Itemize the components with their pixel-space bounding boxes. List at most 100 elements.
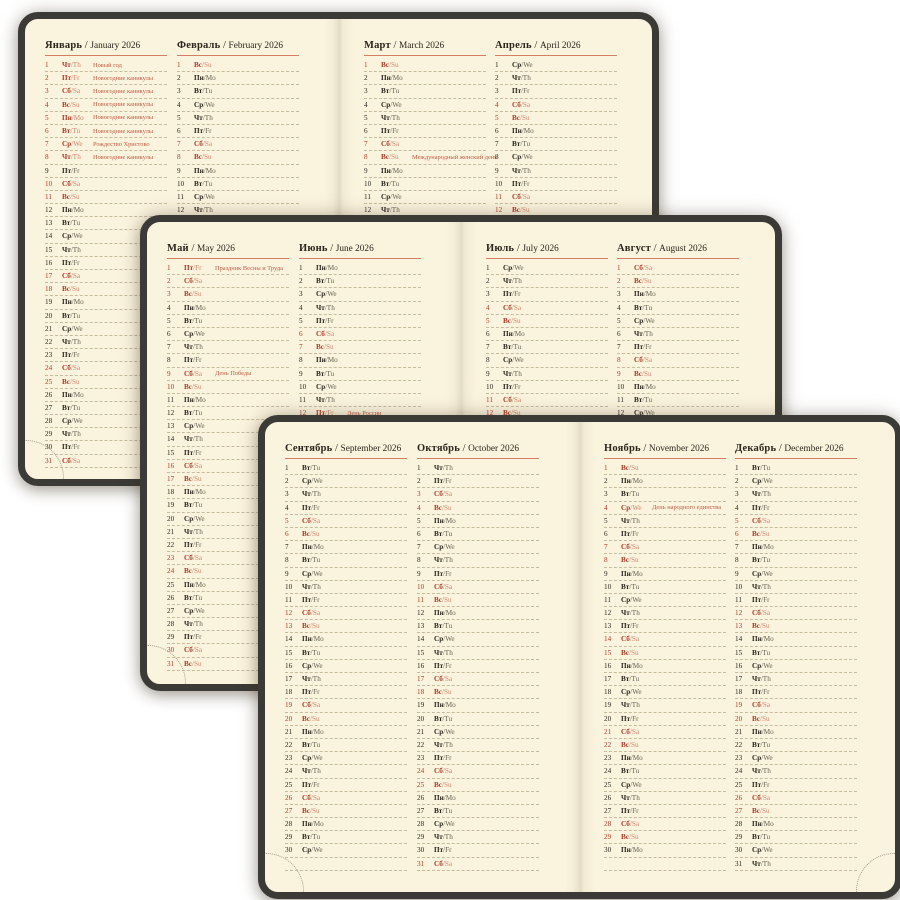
day-of-week: Чт/Th xyxy=(512,165,531,177)
day-of-week: Ср/We xyxy=(752,752,773,764)
day-of-week-en: /Tu xyxy=(70,403,81,412)
day-number: 9 xyxy=(299,369,303,378)
day-of-week: Чт/Th xyxy=(62,428,81,440)
day-of-week-ru: Вс xyxy=(434,688,442,697)
day-of-week-ru: Вт xyxy=(62,219,71,228)
day-of-week: Пт/Fr xyxy=(184,354,202,366)
day-row: 9 Чт/Th xyxy=(495,165,617,178)
day-row: 26 Чт/Th xyxy=(604,792,726,805)
day-of-week-en: /We xyxy=(203,192,215,201)
day-row: 22 Вт/Tu xyxy=(285,739,407,753)
day-row: 28 Ср/We xyxy=(417,818,539,832)
day-of-week-en: /Su xyxy=(191,290,202,299)
day-of-week-en: /Fr xyxy=(521,179,530,188)
day-of-week-ru: Сб xyxy=(194,140,203,149)
day-row: 17 Чт/Th xyxy=(735,673,857,687)
day-of-week: Вт/Tu xyxy=(62,310,80,322)
day-of-week-en: /Th xyxy=(192,435,203,444)
day-of-week-ru: Пн xyxy=(62,390,72,399)
day-of-week-ru: Ср xyxy=(752,754,762,763)
day-of-week-ru: Ср xyxy=(194,192,204,201)
day-row: 1 Вс/Su xyxy=(364,59,486,73)
day-number: 9 xyxy=(495,166,499,175)
day-row: 27 Вт/Tu xyxy=(45,402,167,416)
day-of-week-ru: Пт xyxy=(752,688,762,697)
day-of-week: Вс/Su xyxy=(434,502,452,514)
day-number: 16 xyxy=(735,661,743,670)
day-of-week-ru: Пн xyxy=(752,820,762,829)
day-number: 12 xyxy=(177,206,185,215)
day-of-week-en: /Su xyxy=(759,529,770,538)
day-row: 8 Пн/Mo xyxy=(299,354,421,368)
day-of-week-en: /Fr xyxy=(630,622,639,631)
holiday-note: Международный женский день xyxy=(412,153,498,161)
day-of-week: Ср/We xyxy=(302,752,323,764)
day-of-week: Вс/Su xyxy=(316,341,334,353)
day-row: 7 Вс/Su xyxy=(299,341,421,355)
day-row: 15 Чт/Th xyxy=(45,244,167,257)
day-of-week-ru: Чт xyxy=(194,113,203,122)
day-of-week-ru: Пн xyxy=(194,74,204,83)
day-of-week-ru: Пт xyxy=(184,448,194,457)
day-of-week-en: /Tu xyxy=(310,740,321,749)
day-number: 10 xyxy=(285,582,293,591)
day-number: 6 xyxy=(617,329,621,338)
day-of-week-en: /We xyxy=(390,192,402,201)
day-row: 7 Сб/Sa xyxy=(604,541,726,555)
day-row: 14 Сб/Sa xyxy=(604,633,726,647)
month-name-en: July 2026 xyxy=(522,244,559,254)
day-of-week-en: /We xyxy=(761,754,773,763)
day-of-week-ru: Пт xyxy=(621,806,631,815)
day-number: 10 xyxy=(167,382,175,391)
day-of-week-en: /Su xyxy=(69,192,80,201)
day-number: 14 xyxy=(45,232,53,241)
open-pages-sep-dec: Сентябрь / September 2026 1 Вт/Tu 2 Ср/We 3 Чт… xyxy=(265,422,895,892)
day-of-week: Сб/Sa xyxy=(434,673,452,685)
day-of-week: Пн/Mo xyxy=(194,72,216,84)
day-of-week-en: /We xyxy=(630,595,642,604)
day-of-week-ru: Сб xyxy=(512,192,521,201)
day-of-week-en: /Su xyxy=(759,806,770,815)
day-row: 12 Сб/Sa xyxy=(735,607,857,621)
day-of-week: Вт/Tu xyxy=(752,554,770,566)
day-of-week-en: /Su xyxy=(191,567,202,576)
day-of-week: Сб/Sa xyxy=(512,191,530,203)
day-of-week-ru: Сб xyxy=(434,859,443,868)
day-of-week-ru: Чт xyxy=(503,277,512,286)
day-number: 2 xyxy=(486,277,490,286)
day-of-week-ru: Ср xyxy=(512,61,522,69)
day-of-week-ru: Вс xyxy=(621,648,629,657)
day-of-week-en: /Su xyxy=(201,153,212,162)
day-of-week-en: /Tu xyxy=(70,126,81,135)
day-of-week-ru: Ср xyxy=(752,846,762,855)
day-number: 1 xyxy=(417,464,421,472)
day-number: 29 xyxy=(285,833,293,842)
day-of-week-ru: Пт xyxy=(512,179,522,188)
day-number: 19 xyxy=(285,701,293,710)
day-of-week-en: /We xyxy=(761,477,773,486)
day-number: 29 xyxy=(45,430,53,439)
day-number: 7 xyxy=(167,343,171,352)
day-row: 14 Пн/Mo xyxy=(285,633,407,647)
day-of-week-ru: Чт xyxy=(503,369,512,378)
day-of-week-ru: Вт xyxy=(302,464,311,472)
day-of-week-ru: Пт xyxy=(503,382,513,391)
day-number: 23 xyxy=(735,754,743,763)
day-of-week-en: /Tu xyxy=(70,219,81,228)
day-of-week: Чт/Th xyxy=(302,581,321,593)
month-name-ru: Август xyxy=(617,243,651,254)
day-of-week-en: /Tu xyxy=(629,490,640,499)
day-of-week-ru: Чт xyxy=(512,166,521,175)
day-number: 23 xyxy=(417,754,425,763)
day-of-week: Чт/Th xyxy=(194,112,213,124)
day-of-week: Пн/Mo xyxy=(434,699,456,711)
month-header-separator: / xyxy=(640,443,649,454)
day-of-week: Пт/Fr xyxy=(302,594,320,606)
day-number: 3 xyxy=(486,290,490,299)
day-of-week-ru: Сб xyxy=(302,701,311,710)
day-of-week-ru: Пн xyxy=(381,74,391,83)
day-of-week-ru: Пт xyxy=(302,595,312,604)
day-number: 14 xyxy=(285,635,293,644)
day-number: 28 xyxy=(417,820,425,829)
day-row: 18 Ср/We xyxy=(604,686,726,700)
